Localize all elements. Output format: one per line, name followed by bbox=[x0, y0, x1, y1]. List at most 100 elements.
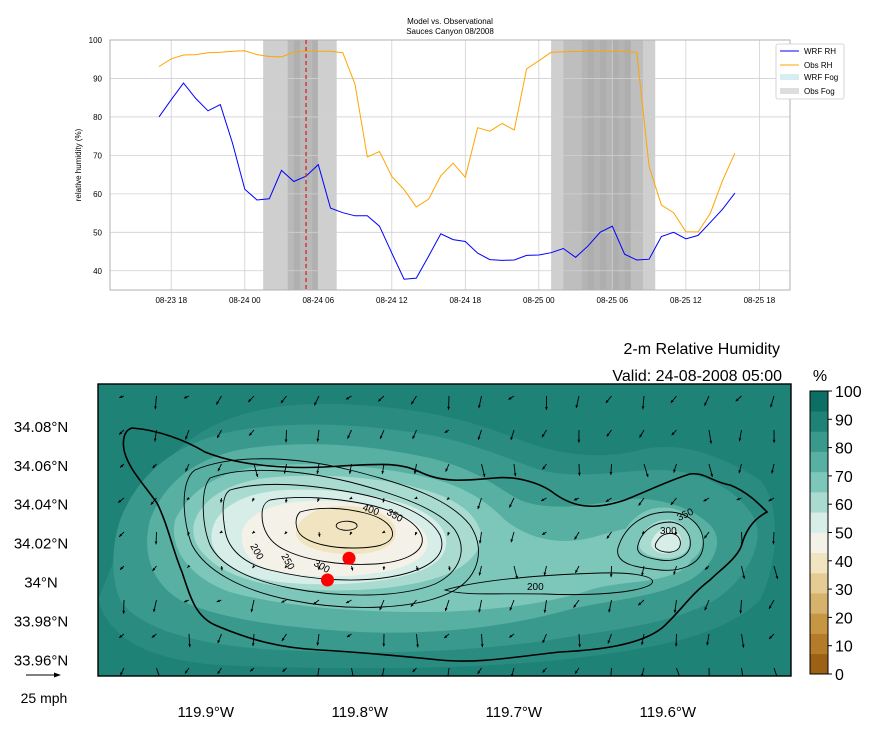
wind-vector-head bbox=[346, 600, 350, 604]
legend-label-obs-rh: Obs RH bbox=[804, 61, 833, 70]
colorbar-tick-label: 100 bbox=[835, 384, 862, 401]
ts-title: Model vs. Observational bbox=[407, 17, 493, 26]
wind-vector-head bbox=[159, 678, 162, 681]
wind-vector-head bbox=[541, 434, 545, 438]
wind-vector-head bbox=[542, 466, 546, 470]
obs-fog-band bbox=[612, 40, 619, 290]
legend-label-wrf-rh: WRF RH bbox=[804, 47, 836, 56]
ts-y-tick-label: 80 bbox=[93, 113, 102, 122]
colorbar-segment bbox=[810, 411, 828, 432]
wind-vector-head bbox=[120, 672, 123, 676]
wind-vector-head bbox=[284, 499, 288, 503]
ts-y-tick-label: 100 bbox=[89, 36, 103, 45]
wind-vector-head bbox=[250, 668, 254, 672]
wind-vector-head bbox=[477, 670, 481, 674]
wind-vector-head bbox=[641, 641, 644, 645]
colorbar-segment bbox=[810, 653, 828, 675]
contour-450-peak bbox=[335, 520, 358, 531]
wind-vector-head bbox=[416, 644, 419, 648]
wind-vector-head bbox=[346, 396, 350, 400]
wind-vector-head bbox=[282, 668, 286, 672]
wind-vector-head bbox=[219, 530, 223, 534]
wind-vector-head bbox=[411, 401, 414, 405]
wind-vector-head bbox=[413, 470, 417, 474]
wind-vector-head bbox=[740, 542, 744, 546]
wind-vector-head bbox=[709, 440, 713, 444]
wind-key-label: 25 mph bbox=[21, 690, 68, 706]
longitude-tick-label: 119.8°W bbox=[332, 704, 389, 721]
colorbar-segment bbox=[810, 451, 828, 473]
wind-vector-head bbox=[670, 501, 674, 505]
wind-vector-head bbox=[448, 567, 451, 571]
wind-vector-head bbox=[444, 635, 448, 639]
longitude-tick-label: 119.6°W bbox=[640, 704, 697, 721]
wind-vector-head bbox=[735, 398, 739, 402]
legend-label-obs-fog: Obs Fog bbox=[804, 87, 835, 96]
colorbar-segment bbox=[810, 633, 828, 655]
ts-y-tick-label: 60 bbox=[93, 190, 102, 199]
ts-y-tick-label: 70 bbox=[93, 151, 102, 160]
colorbar-segment bbox=[810, 512, 828, 533]
ts-y-tick-label: 50 bbox=[93, 228, 102, 237]
wind-vector-head bbox=[349, 531, 353, 535]
wind-vector-head bbox=[578, 472, 581, 476]
wind-vector-head bbox=[447, 532, 450, 536]
wind-key: 25 mph bbox=[21, 672, 68, 706]
wind-vector-head bbox=[119, 533, 123, 537]
wind-vector-head bbox=[480, 644, 484, 648]
wind-vector-head bbox=[704, 535, 708, 539]
wind-vector-head bbox=[642, 530, 646, 534]
map-valid-time: Valid: 24-08-2008 05:00 bbox=[612, 368, 782, 385]
colorbar-tick-label: 0 bbox=[835, 667, 844, 684]
wind-vector bbox=[773, 667, 778, 676]
colorbar-tick-label: 50 bbox=[835, 526, 853, 543]
colorbar-unit-label: % bbox=[813, 368, 827, 385]
wind-vector-head bbox=[770, 404, 773, 408]
wind-vector-head bbox=[738, 438, 742, 442]
wind-vector-head bbox=[541, 498, 545, 501]
colorbar-tick-label: 60 bbox=[835, 497, 853, 514]
wind-vector-head bbox=[151, 634, 155, 638]
ts-x-tick-label: 08-24 00 bbox=[229, 296, 261, 305]
wind-vector-head bbox=[515, 575, 518, 579]
colorbar-segment bbox=[810, 613, 828, 634]
wind-vector-head bbox=[708, 677, 711, 680]
wind-vector-head bbox=[412, 669, 416, 673]
wind-vector-head bbox=[415, 532, 418, 536]
wind-vector-head bbox=[220, 567, 224, 571]
wind-vector-head bbox=[605, 399, 609, 403]
contour-350-west bbox=[261, 497, 423, 565]
wind-vector-head bbox=[316, 438, 320, 442]
wind-vector-head bbox=[352, 678, 355, 681]
wind-vector-head bbox=[573, 497, 578, 501]
latitude-tick-label: 34.08°N bbox=[14, 419, 68, 436]
colorbar: 0 10 20 30 40 50 60 70 80 90 100 bbox=[809, 384, 862, 684]
wind-vector-head bbox=[347, 435, 350, 439]
wind-vector-head bbox=[674, 531, 678, 535]
wind-vector-head bbox=[508, 396, 512, 400]
longitude-tick-label: 119.9°W bbox=[178, 704, 235, 721]
wind-vector-head bbox=[153, 608, 156, 612]
contour-300-west bbox=[222, 483, 443, 581]
wind-vector-head bbox=[478, 540, 482, 544]
wind-vector-head bbox=[706, 642, 709, 646]
contour-300-east bbox=[637, 521, 691, 561]
longitude-tick-label: 119.7°W bbox=[486, 704, 543, 721]
wind-vector-head bbox=[313, 601, 317, 605]
wind-vector-head bbox=[185, 468, 188, 472]
wind-vector-head bbox=[154, 541, 158, 545]
wind-vector-head bbox=[671, 432, 675, 436]
wind-vector-head bbox=[119, 431, 123, 435]
obs-fog-shading bbox=[263, 40, 656, 290]
wind-vector-head bbox=[742, 677, 745, 680]
ts-x-tick-labels: 08-23 18 08-24 00 08-24 06 08-24 12 08-24 18… bbox=[155, 296, 775, 305]
wind-vector-head bbox=[638, 602, 642, 606]
rh-map: 2-m Relative Humidity Valid: 24-08-2008 … bbox=[14, 341, 862, 721]
wind-vector-head bbox=[543, 572, 547, 576]
wind-vector-head bbox=[641, 572, 644, 576]
wind-vector-head bbox=[252, 530, 256, 534]
wind-vector-field bbox=[117, 395, 779, 681]
colorbar-tick-label: 40 bbox=[835, 554, 853, 571]
legend-label-wrf-fog: WRF Fog bbox=[804, 73, 838, 82]
wind-vector-head bbox=[216, 599, 220, 603]
